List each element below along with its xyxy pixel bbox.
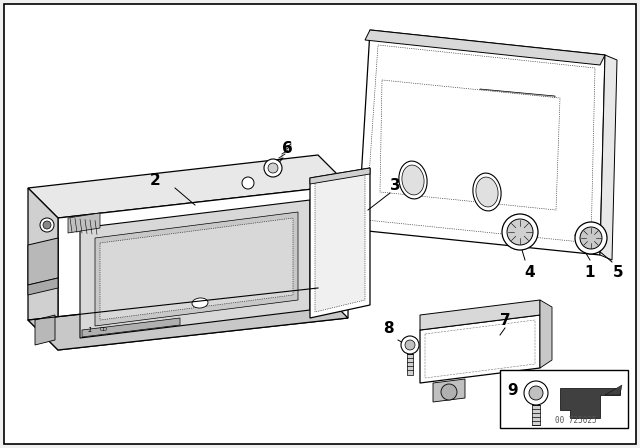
Polygon shape bbox=[383, 145, 470, 159]
Circle shape bbox=[242, 177, 254, 189]
Polygon shape bbox=[420, 300, 540, 330]
Polygon shape bbox=[532, 405, 540, 425]
Circle shape bbox=[575, 222, 607, 254]
Ellipse shape bbox=[402, 165, 424, 195]
Text: 6: 6 bbox=[282, 141, 292, 155]
Polygon shape bbox=[80, 200, 310, 338]
Polygon shape bbox=[28, 238, 58, 285]
Polygon shape bbox=[540, 300, 552, 368]
Polygon shape bbox=[310, 168, 370, 184]
Ellipse shape bbox=[476, 177, 498, 207]
Text: 5: 5 bbox=[612, 264, 623, 280]
Circle shape bbox=[507, 219, 533, 245]
Polygon shape bbox=[380, 80, 560, 210]
Ellipse shape bbox=[399, 161, 427, 199]
Polygon shape bbox=[58, 185, 348, 350]
Text: 7: 7 bbox=[500, 313, 510, 327]
Circle shape bbox=[401, 336, 419, 354]
Polygon shape bbox=[28, 188, 58, 350]
Polygon shape bbox=[383, 85, 470, 99]
Text: 4: 4 bbox=[525, 264, 535, 280]
Polygon shape bbox=[315, 174, 365, 312]
Circle shape bbox=[268, 163, 278, 173]
Polygon shape bbox=[605, 385, 622, 395]
Polygon shape bbox=[28, 278, 58, 295]
Ellipse shape bbox=[473, 173, 501, 211]
Text: 2: 2 bbox=[150, 172, 161, 188]
Polygon shape bbox=[68, 213, 100, 233]
Polygon shape bbox=[28, 288, 348, 350]
Text: 1: 1 bbox=[88, 327, 93, 333]
Polygon shape bbox=[82, 318, 180, 337]
Bar bbox=[500, 370, 628, 428]
Polygon shape bbox=[35, 315, 55, 345]
Polygon shape bbox=[310, 168, 370, 318]
Circle shape bbox=[43, 221, 51, 229]
Circle shape bbox=[580, 227, 602, 249]
Polygon shape bbox=[407, 354, 413, 375]
Text: 1: 1 bbox=[585, 264, 595, 280]
Polygon shape bbox=[480, 89, 555, 102]
Polygon shape bbox=[28, 155, 348, 218]
Text: 8: 8 bbox=[383, 320, 394, 336]
Polygon shape bbox=[383, 125, 470, 139]
Text: 3: 3 bbox=[390, 177, 400, 193]
Circle shape bbox=[502, 214, 538, 250]
Circle shape bbox=[441, 384, 457, 400]
Polygon shape bbox=[358, 30, 605, 255]
Circle shape bbox=[529, 386, 543, 400]
Polygon shape bbox=[560, 388, 620, 418]
Ellipse shape bbox=[192, 298, 208, 308]
Polygon shape bbox=[433, 379, 465, 402]
Polygon shape bbox=[480, 129, 555, 142]
Polygon shape bbox=[100, 218, 293, 320]
Polygon shape bbox=[383, 165, 470, 179]
Circle shape bbox=[40, 218, 54, 232]
Polygon shape bbox=[600, 55, 617, 260]
Polygon shape bbox=[383, 105, 470, 119]
Polygon shape bbox=[425, 320, 535, 378]
Polygon shape bbox=[420, 315, 540, 383]
Text: 00 725025: 00 725025 bbox=[555, 416, 596, 425]
Text: 9: 9 bbox=[508, 383, 518, 397]
Polygon shape bbox=[95, 212, 298, 326]
Polygon shape bbox=[480, 109, 555, 122]
Polygon shape bbox=[366, 45, 595, 243]
Circle shape bbox=[405, 340, 415, 350]
Text: CD: CD bbox=[100, 327, 108, 332]
Circle shape bbox=[264, 159, 282, 177]
Polygon shape bbox=[365, 30, 605, 65]
Circle shape bbox=[524, 381, 548, 405]
